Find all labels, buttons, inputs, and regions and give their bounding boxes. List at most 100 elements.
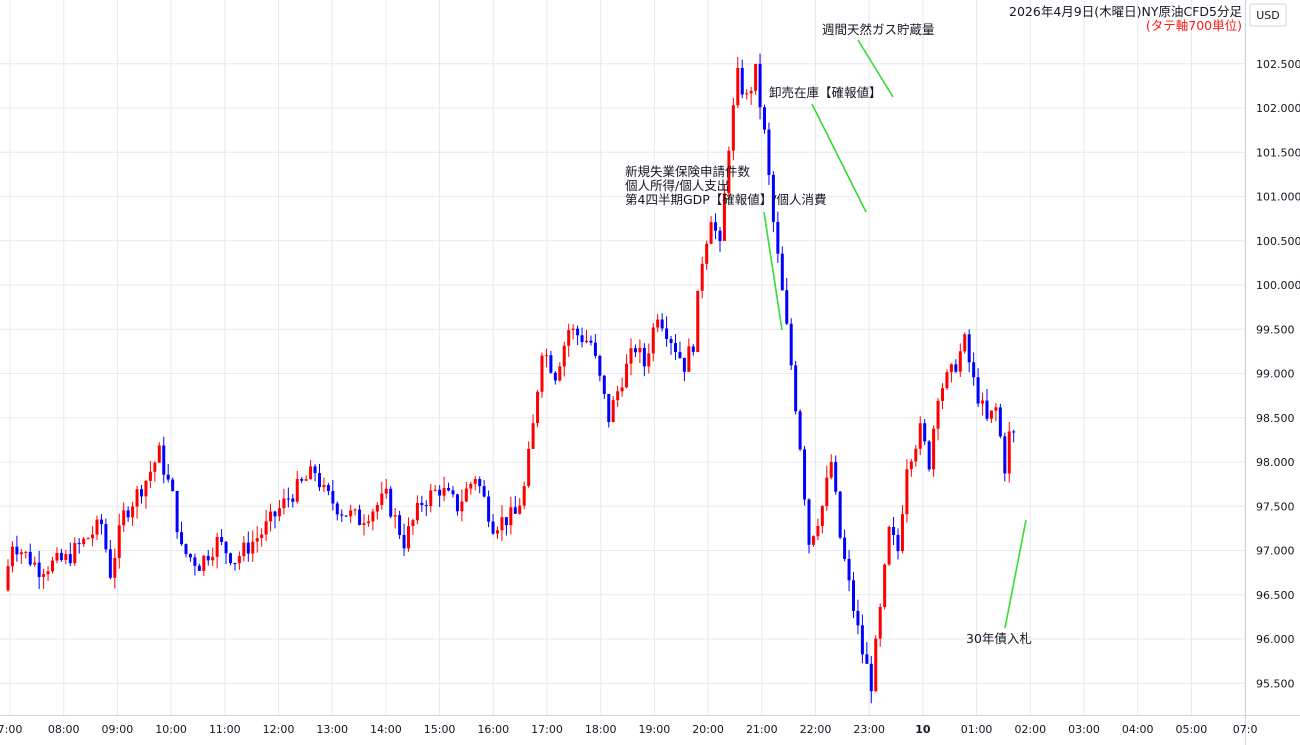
annotation-leader	[857, 39, 894, 98]
x-tick-label: 03:00	[1068, 723, 1100, 736]
candle-body	[602, 375, 606, 394]
candle-body	[941, 388, 944, 401]
candle-body	[1012, 431, 1016, 433]
candle-body	[286, 498, 290, 500]
price-axis[interactable]: 95.500 96.000 96.500 97.000 97.500 98.000 98.5…	[1256, 58, 1300, 691]
candle-body	[682, 357, 686, 372]
candle-body	[251, 541, 255, 554]
candle-body	[429, 490, 433, 506]
candle-body	[407, 526, 410, 549]
candle-body	[46, 571, 50, 575]
candle-body	[789, 323, 793, 366]
candle-body	[220, 537, 224, 542]
x-tick-label: 22:00	[800, 723, 832, 736]
candle-body	[527, 448, 531, 487]
candle-body	[491, 521, 495, 534]
candle-body	[15, 546, 19, 555]
candle-body	[304, 479, 308, 481]
candle-body	[389, 488, 393, 517]
candle-body	[989, 410, 993, 419]
candle-body	[807, 499, 811, 545]
candle-body	[340, 514, 344, 516]
annotation-text: 週間天然ガス貯蔵量	[822, 22, 935, 37]
candle-body	[335, 503, 339, 515]
candle-body	[878, 606, 882, 639]
candle-body	[358, 509, 362, 525]
candle-body	[763, 107, 766, 130]
candle-body	[856, 610, 860, 626]
y-tick-label: 101.500	[1256, 146, 1300, 159]
candle-body	[122, 510, 126, 526]
candle-body	[718, 230, 722, 241]
candle-body	[629, 348, 633, 364]
candle-body	[215, 537, 219, 557]
candle-body	[126, 510, 130, 518]
candle-body	[847, 558, 851, 581]
y-tick-label: 100.000	[1256, 279, 1300, 292]
annotation-text: 30年債入札	[966, 631, 1032, 646]
candle-body	[932, 428, 936, 470]
x-tick-label: 02:00	[1014, 723, 1046, 736]
x-tick-label: 21:00	[746, 723, 778, 736]
candle-body	[722, 193, 726, 241]
candle-body	[687, 346, 691, 372]
candle-body	[625, 363, 629, 388]
candle-body	[131, 506, 135, 518]
candle-body	[393, 515, 397, 517]
candle-body	[82, 538, 86, 545]
annotation-text: 個人所得/個人支出	[625, 178, 729, 193]
candle-body	[37, 562, 41, 578]
candle-body	[927, 441, 931, 470]
candle-body	[211, 556, 215, 561]
candle-body	[771, 174, 775, 222]
candle-body	[945, 372, 949, 389]
candle-body	[869, 663, 873, 692]
candle-body	[558, 366, 562, 381]
annotation-leaders	[763, 39, 1027, 629]
annotation-text: 卸売在庫【確報値】	[769, 85, 882, 100]
candle-body	[73, 543, 77, 564]
time-axis[interactable]: 7:00 08:00 09:00 10:00 11:00 12:00 13:00 14:00 1…	[0, 723, 1257, 736]
candle-body	[42, 574, 46, 578]
candle-body	[135, 489, 139, 507]
candle-body	[59, 552, 63, 560]
candle-body	[562, 345, 566, 367]
candle-body	[834, 462, 838, 492]
candle-body	[464, 488, 468, 502]
candle-body	[55, 552, 59, 561]
candle-body	[64, 554, 68, 560]
x-tick-label: 10	[915, 723, 931, 736]
candle-body	[28, 551, 32, 565]
candle-body	[540, 355, 544, 392]
candle-body	[553, 372, 557, 381]
candle-body	[33, 562, 37, 565]
candle-body	[415, 502, 419, 521]
candle-body	[255, 538, 259, 542]
candle-body	[665, 328, 669, 339]
candle-body	[651, 327, 655, 354]
candle-body	[571, 328, 575, 331]
y-tick-label: 102.500	[1256, 58, 1300, 71]
candle-body	[811, 536, 815, 545]
candles	[6, 53, 1016, 704]
candle-body	[660, 319, 664, 329]
x-tick-label: 01:00	[961, 723, 993, 736]
candle-body	[184, 544, 188, 554]
y-tick-label: 102.000	[1256, 102, 1300, 115]
candle-body	[767, 129, 771, 175]
candle-body	[785, 290, 789, 324]
candle-body	[967, 334, 971, 363]
x-tick-label: 12:00	[263, 723, 295, 736]
candle-body	[482, 486, 486, 497]
candle-body	[803, 449, 807, 500]
x-tick-label: 23:00	[853, 723, 885, 736]
candle-body	[954, 364, 958, 372]
candle-body	[68, 554, 72, 564]
candle-body	[19, 552, 23, 555]
candle-body	[994, 407, 998, 411]
candle-body	[242, 542, 246, 557]
candle-body	[86, 538, 90, 540]
candle-body	[282, 498, 286, 509]
candle-body	[99, 519, 103, 525]
candle-body	[580, 335, 584, 343]
